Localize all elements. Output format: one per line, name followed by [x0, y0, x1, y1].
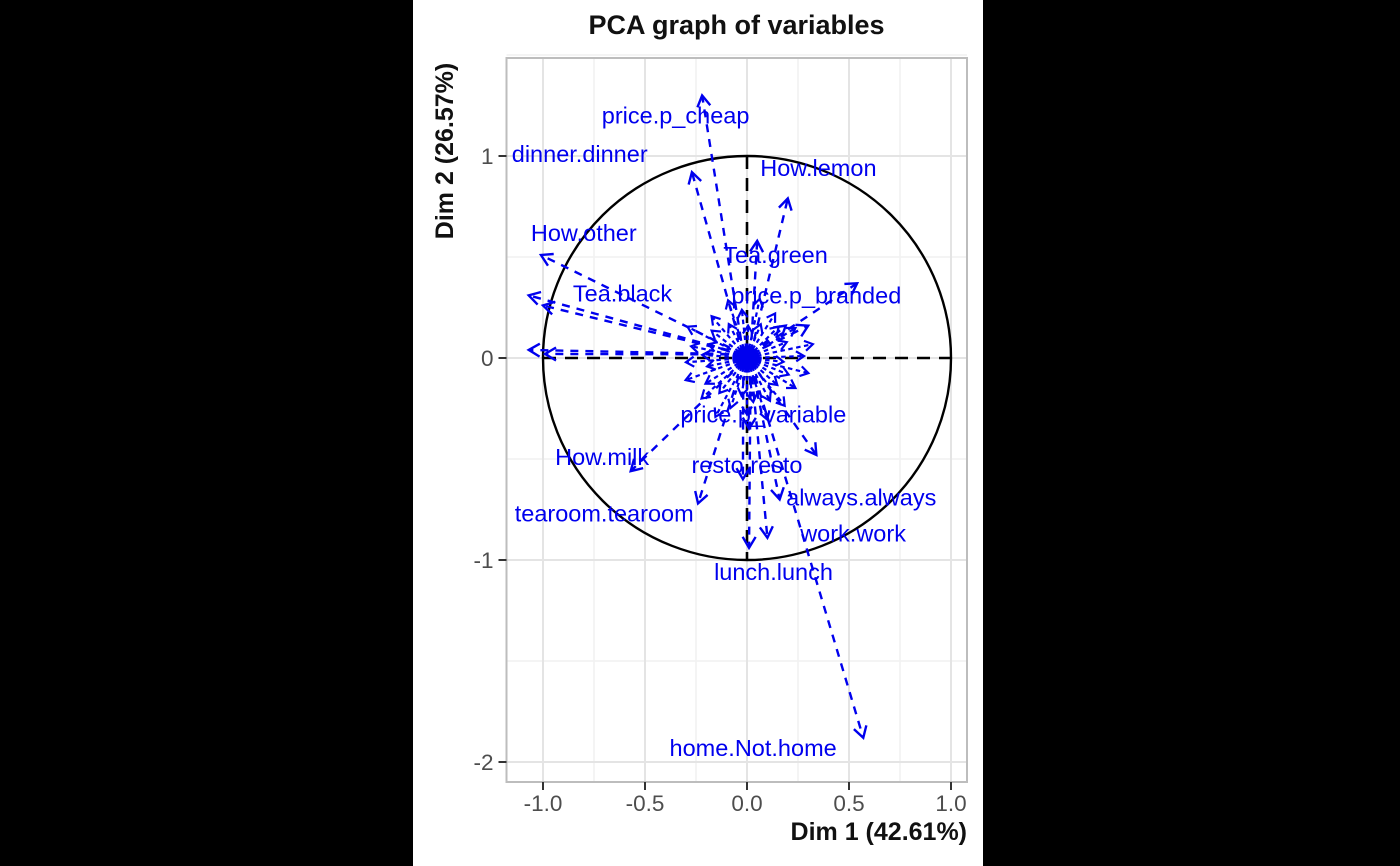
- x-tick-label: 1.0: [935, 791, 966, 816]
- cluster-arrow: [713, 366, 744, 419]
- cluster-arrow: [727, 367, 745, 410]
- cluster-arrow: [746, 367, 759, 405]
- y-tick-label: -1: [473, 548, 493, 573]
- var-arrow-dinner.dinner: [687, 169, 745, 355]
- var-arrow-How.milk: [629, 360, 745, 473]
- var-label-dinner.dinner: dinner.dinner: [512, 141, 648, 167]
- cluster-arrow: [756, 339, 815, 357]
- panel-border: [505, 57, 968, 783]
- var-arrow-unlabeled: [750, 281, 860, 356]
- var-label-tearoom.tearoom: tearoom.tearoom: [515, 501, 694, 527]
- origin-dot: [735, 346, 759, 370]
- var-label-always.always: always.always: [786, 484, 936, 510]
- var-label-How.lemon: How.lemon: [760, 155, 876, 181]
- var-label-resto.resto: resto.resto: [691, 452, 802, 478]
- y-tick-label: 0: [481, 346, 494, 371]
- var-arrow-home.Not.home: [749, 361, 868, 741]
- cluster-arrow: [756, 339, 789, 356]
- letterbox-right: [983, 0, 1400, 866]
- cluster-arrow: [753, 363, 779, 387]
- cluster-arrow: [757, 355, 786, 367]
- var-arrow-always.always: [749, 360, 818, 457]
- cluster-arrow: [741, 323, 754, 348]
- var-arrow-tearoom.tearoom: [694, 361, 745, 506]
- cluster-arrow: [700, 349, 737, 362]
- cluster-arrow: [705, 359, 738, 371]
- var-label-home.Not.home: home.Not.home: [670, 735, 837, 761]
- var-arrow-How.other: [538, 252, 744, 356]
- var-label-price.p_cheap: price.p_cheap: [602, 103, 750, 129]
- cluster-arrow: [709, 329, 740, 353]
- var-arrow-price.p_branded: [750, 323, 811, 356]
- letterbox-left: [0, 0, 413, 866]
- cluster-arrow: [750, 366, 772, 403]
- cluster-arrow: [756, 360, 791, 378]
- x-axis-title: Dim 1 (42.61%): [790, 818, 967, 846]
- var-label-lunch.lunch: lunch.lunch: [714, 559, 833, 585]
- var-arrow-unlabeled: [749, 324, 788, 356]
- cluster-arrow: [699, 363, 741, 400]
- chart-title: PCA graph of variables: [588, 10, 885, 40]
- pca-variables-chart: price.p_cheap dinner.dinner How.lemon Tea.g…: [473, 54, 968, 816]
- var-label-work.work: work.work: [799, 521, 906, 547]
- x-tick-label: 0.5: [833, 791, 864, 816]
- x-tick-label: -1.0: [524, 791, 563, 816]
- cluster-arrow: [736, 307, 749, 349]
- cluster-arrow: [749, 367, 771, 422]
- cluster-arrow: [751, 311, 777, 351]
- x-tick-label: -0.5: [626, 791, 665, 816]
- cluster-arrow: [718, 365, 742, 395]
- y-axis-title: Dim 2 (26.57%): [431, 62, 459, 240]
- x-tick-label: 0.0: [731, 791, 762, 816]
- var-arrow-lunch.lunch: [741, 361, 757, 551]
- var-arrow-How.lemon: [749, 196, 793, 355]
- var-label-How.milk: How.milk: [555, 444, 649, 470]
- y-tick-label: 1: [481, 144, 494, 169]
- var-label-How.other: How.other: [531, 220, 637, 246]
- cluster-arrow: [703, 362, 739, 385]
- cluster-arrow: [753, 325, 781, 352]
- var-label-price.p_branded: price.p_branded: [731, 282, 901, 308]
- var-label-price.p_variable: price.p_variable: [680, 402, 846, 428]
- cluster-arrow: [683, 360, 738, 384]
- y-tick-label: -2: [473, 750, 493, 775]
- var-label-Tea.green: Tea.green: [723, 242, 828, 268]
- cluster-arrow: [749, 322, 764, 350]
- var-label-Tea.black: Tea.black: [573, 280, 673, 306]
- var-arrow-Tea.green: [749, 238, 765, 355]
- var-arrow-Tea.black: [526, 290, 744, 356]
